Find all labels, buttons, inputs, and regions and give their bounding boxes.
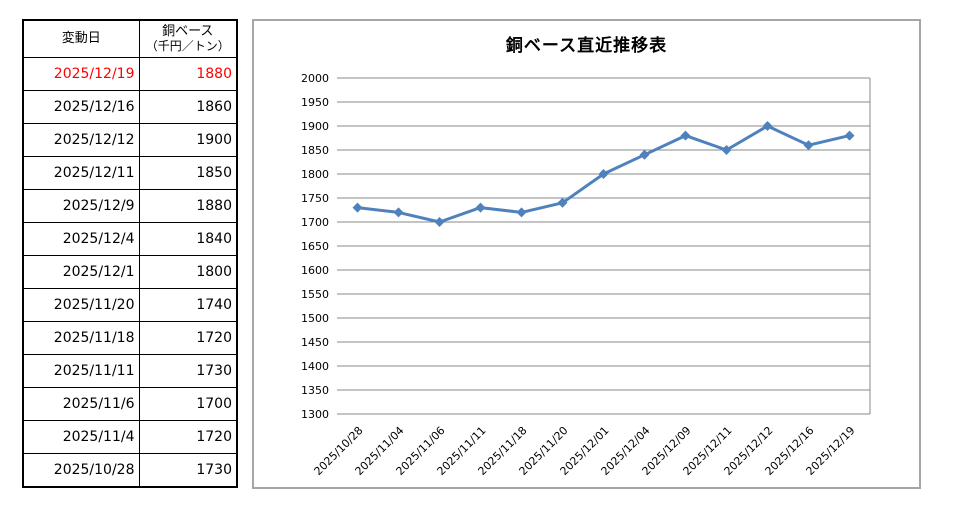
y-tick-label: 1950 <box>301 96 329 109</box>
table-row: 2025/10/28 1730 <box>22 453 238 487</box>
date-cell: 2025/12/1 <box>22 255 140 289</box>
data-point-marker <box>352 202 363 213</box>
table-header-row: 変動日 銅ベース （千円／トン） <box>22 19 238 58</box>
value-cell: 1880 <box>138 189 238 223</box>
table-row: 2025/11/20 1740 <box>22 288 238 322</box>
chart-title: 銅ベース直近推移表 <box>505 36 668 56</box>
value-cell: 1800 <box>138 255 238 289</box>
y-tick-label: 1600 <box>301 264 329 277</box>
line-chart: 銅ベース直近推移表 2000 1950 1900 1850 1800 1750 1700 16… <box>252 19 921 489</box>
price-table: 変動日 銅ベース （千円／トン） 2025/12/19 1880 2025/12… <box>22 19 238 488</box>
date-cell: 2025/12/16 <box>22 90 140 124</box>
value-cell: 1730 <box>138 354 238 388</box>
date-cell: 2025/12/12 <box>22 123 140 157</box>
y-tick-label: 1550 <box>301 288 329 301</box>
date-cell: 2025/11/20 <box>22 288 140 322</box>
value-cell: 1840 <box>138 222 238 256</box>
y-tick-label: 1900 <box>301 120 329 133</box>
data-point-marker <box>721 145 732 155</box>
table-row: 2025/12/9 1880 <box>22 189 238 223</box>
data-point-marker <box>639 149 650 160</box>
value-header-line2: （千円／トン） <box>145 38 230 53</box>
y-tick-label: 1400 <box>301 360 329 373</box>
date-cell: 2025/10/28 <box>22 453 140 487</box>
value-cell: 1700 <box>138 387 238 421</box>
data-point-marker <box>803 140 814 151</box>
date-cell: 2025/11/6 <box>22 387 140 421</box>
value-cell: 1720 <box>138 420 238 454</box>
date-cell: 2025/11/4 <box>22 420 140 454</box>
table-row: 2025/11/6 1700 <box>22 387 238 421</box>
y-tick-label: 1750 <box>301 192 329 205</box>
chart-plot-area: 2000 1950 1900 1850 1800 1750 1700 1650 1600 1550… <box>301 72 871 478</box>
table-row: 2025/12/19 1880 <box>22 57 238 91</box>
y-tick-label: 1350 <box>301 384 329 397</box>
value-cell: 1740 <box>138 288 238 322</box>
y-tick-label: 1650 <box>301 240 329 253</box>
table-row: 2025/11/11 1730 <box>22 354 238 388</box>
data-point-marker <box>475 202 486 213</box>
y-tick-label: 2000 <box>301 72 329 85</box>
table-row: 2025/12/1 1800 <box>22 255 238 289</box>
data-point-marker <box>844 130 855 141</box>
value-cell: 1880 <box>138 57 238 91</box>
y-tick-label: 1300 <box>301 408 329 421</box>
date-cell: 2025/12/11 <box>22 156 140 190</box>
date-cell: 2025/12/19 <box>22 57 140 91</box>
date-cell: 2025/12/4 <box>22 222 140 256</box>
date-column-header: 変動日 <box>22 19 140 58</box>
value-column-header: 銅ベース （千円／トン） <box>138 19 238 58</box>
data-point-marker <box>680 130 691 141</box>
y-tick-label: 1850 <box>301 144 329 157</box>
table-row: 2025/11/18 1720 <box>22 321 238 355</box>
value-cell: 1730 <box>138 453 238 487</box>
data-point-marker <box>393 207 404 218</box>
table-row: 2025/12/11 1850 <box>22 156 238 190</box>
value-cell: 1720 <box>138 321 238 355</box>
table-row: 2025/11/4 1720 <box>22 420 238 454</box>
y-tick-label: 1800 <box>301 168 329 181</box>
data-point-marker <box>516 207 527 218</box>
table-row: 2025/12/16 1860 <box>22 90 238 124</box>
date-cell: 2025/12/9 <box>22 189 140 223</box>
date-cell: 2025/11/18 <box>22 321 140 355</box>
value-cell: 1900 <box>138 123 238 157</box>
data-point-marker <box>557 197 568 208</box>
value-cell: 1850 <box>138 156 238 190</box>
value-cell: 1860 <box>138 90 238 124</box>
data-point-marker <box>598 169 609 179</box>
y-tick-label: 1500 <box>301 312 329 325</box>
data-point-marker <box>762 121 773 131</box>
data-point-marker <box>434 217 445 227</box>
date-cell: 2025/11/11 <box>22 354 140 388</box>
y-tick-label: 1700 <box>301 216 329 229</box>
y-tick-label: 1450 <box>301 336 329 349</box>
table-row: 2025/12/12 1900 <box>22 123 238 157</box>
table-row: 2025/12/4 1840 <box>22 222 238 256</box>
value-header-line1: 銅ベース <box>162 23 214 39</box>
